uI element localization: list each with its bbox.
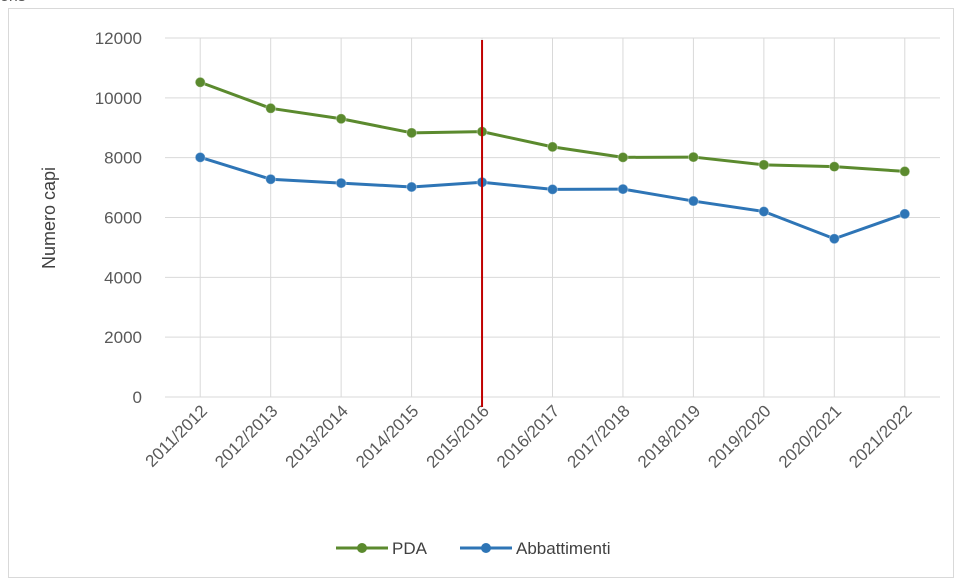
- x-tick-label: 2019/2020: [704, 401, 774, 471]
- data-point: [406, 181, 418, 193]
- x-tick-label: 2015/2016: [423, 401, 493, 471]
- x-tick-label: 2017/2018: [564, 401, 634, 471]
- y-axis-title: Numero capi: [39, 167, 59, 269]
- data-point: [335, 177, 347, 189]
- data-point: [406, 127, 418, 139]
- x-tick-label: 2018/2019: [634, 401, 704, 471]
- legend-marker: [357, 543, 367, 553]
- x-tick-label: 2021/2022: [845, 401, 915, 471]
- x-tick-label: 2011/2012: [142, 401, 211, 470]
- data-point: [265, 102, 277, 114]
- data-point: [758, 159, 770, 171]
- legend-label: PDA: [392, 539, 428, 558]
- y-tick-label: 8000: [104, 149, 142, 168]
- series-lines: [194, 76, 911, 245]
- data-point: [828, 161, 840, 173]
- legend-marker: [481, 543, 491, 553]
- x-tick-label: 2013/2014: [282, 401, 352, 471]
- y-tick-label: 0: [133, 388, 142, 407]
- x-tick-label: 2016/2017: [493, 401, 563, 471]
- y-tick-label: 10000: [95, 89, 142, 108]
- x-tick-label: 2014/2015: [352, 401, 422, 471]
- data-point: [617, 151, 629, 163]
- data-point: [687, 151, 699, 163]
- y-axis-ticks: 0 2000 4000 6000 8000 10000 12000: [95, 29, 142, 407]
- y-tick-label: 4000: [104, 268, 142, 287]
- legend: PDA Abbattimenti: [336, 539, 611, 558]
- x-tick-label: 2012/2013: [211, 401, 281, 471]
- x-axis-ticks: 2011/2012 2012/2013 2013/2014 2014/2015 2015…: [142, 401, 916, 471]
- data-point: [687, 195, 699, 207]
- data-point: [758, 206, 770, 218]
- y-tick-label: 2000: [104, 328, 142, 347]
- data-point: [265, 173, 277, 185]
- legend-item: Abbattimenti: [460, 539, 611, 558]
- gridlines: [165, 37, 940, 398]
- legend-label: Abbattimenti: [516, 539, 611, 558]
- data-point: [335, 113, 347, 125]
- data-point: [617, 183, 629, 195]
- data-point: [547, 183, 558, 195]
- chart-frame: [8, 8, 954, 578]
- data-point: [899, 165, 911, 177]
- legend-item: PDA: [336, 539, 428, 558]
- x-tick-label: 2020/2021: [775, 401, 845, 471]
- data-point: [828, 233, 840, 245]
- y-tick-label: 6000: [104, 209, 142, 228]
- data-point: [547, 141, 558, 153]
- data-point: [899, 208, 911, 220]
- data-point: [194, 76, 206, 88]
- data-point: [194, 151, 206, 163]
- y-tick-label: 12000: [95, 29, 142, 48]
- clipped-header-text: ons: [0, 0, 26, 6]
